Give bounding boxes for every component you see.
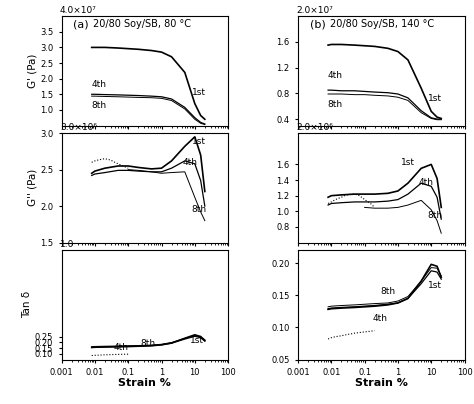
Text: 20/80 Soy/SB, 140 °C: 20/80 Soy/SB, 140 °C: [329, 19, 434, 29]
Text: 1st: 1st: [428, 94, 442, 103]
Text: 8th: 8th: [428, 211, 443, 220]
Text: (a): (a): [73, 19, 89, 29]
Text: 4th: 4th: [328, 72, 343, 80]
Text: 1st: 1st: [401, 158, 415, 166]
Text: 1st: 1st: [191, 137, 206, 146]
Text: 2.0×10⁶: 2.0×10⁶: [296, 123, 333, 132]
Text: 3.0×10⁶: 3.0×10⁶: [60, 123, 97, 132]
X-axis label: Strain %: Strain %: [118, 378, 171, 388]
Text: 8th: 8th: [191, 205, 206, 214]
Text: 1.0: 1.0: [60, 240, 74, 249]
Text: 4.0×10⁷: 4.0×10⁷: [60, 6, 97, 15]
Text: 1st: 1st: [191, 336, 204, 345]
Text: 4th: 4th: [182, 158, 197, 167]
Text: 2.0×10⁷: 2.0×10⁷: [296, 6, 333, 15]
Text: 1st: 1st: [191, 88, 206, 97]
X-axis label: Strain %: Strain %: [355, 378, 408, 388]
Text: 8th: 8th: [141, 339, 156, 348]
Text: 4th: 4th: [91, 80, 106, 89]
Y-axis label: G'' (Pa): G'' (Pa): [27, 169, 37, 206]
Text: 4th: 4th: [113, 343, 128, 352]
Y-axis label: Tan δ: Tan δ: [22, 291, 32, 318]
Text: (b): (b): [310, 19, 326, 29]
Text: 8th: 8th: [91, 101, 106, 110]
Text: 8th: 8th: [328, 101, 343, 109]
Text: 4th: 4th: [419, 178, 434, 187]
Text: 8th: 8th: [380, 287, 395, 296]
Text: 1st: 1st: [428, 281, 442, 290]
Text: 20/80 Soy/SB, 80 °C: 20/80 Soy/SB, 80 °C: [93, 19, 191, 29]
Text: 4th: 4th: [373, 314, 388, 323]
Y-axis label: G' (Pa): G' (Pa): [27, 54, 37, 88]
